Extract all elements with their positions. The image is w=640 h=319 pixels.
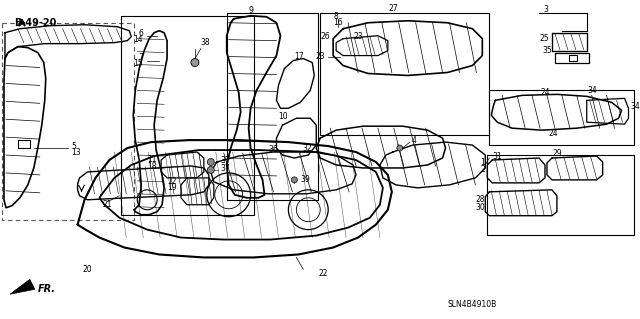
Text: 28: 28 <box>476 195 485 204</box>
Text: 10: 10 <box>278 112 288 121</box>
Circle shape <box>397 145 403 151</box>
Text: 5: 5 <box>72 142 76 151</box>
Text: 15: 15 <box>134 59 143 68</box>
Circle shape <box>191 59 199 67</box>
Circle shape <box>291 177 298 183</box>
Text: B-49-20: B-49-20 <box>14 18 56 28</box>
Text: 20: 20 <box>83 265 92 274</box>
Text: 18: 18 <box>148 162 157 171</box>
Text: 13: 13 <box>72 148 81 157</box>
Text: 38: 38 <box>201 38 211 47</box>
Text: FR.: FR. <box>38 284 56 294</box>
Text: 22: 22 <box>318 269 328 278</box>
Circle shape <box>207 167 214 174</box>
Text: 27: 27 <box>388 4 397 13</box>
Text: 23: 23 <box>353 32 363 41</box>
Text: 25: 25 <box>540 34 549 43</box>
Text: 30: 30 <box>476 203 485 212</box>
Text: 24: 24 <box>548 129 557 137</box>
Text: 26: 26 <box>321 32 330 41</box>
Text: 29: 29 <box>552 149 562 158</box>
Text: 31: 31 <box>492 152 502 160</box>
Text: 1: 1 <box>481 159 485 167</box>
Text: 32: 32 <box>303 144 312 152</box>
Polygon shape <box>10 279 35 294</box>
Text: 19: 19 <box>168 183 177 192</box>
Text: 34: 34 <box>588 86 598 95</box>
Text: 16: 16 <box>333 18 343 27</box>
Text: 37: 37 <box>221 157 230 166</box>
Text: 7: 7 <box>138 53 143 62</box>
Text: 14: 14 <box>134 35 143 44</box>
Text: 34: 34 <box>630 102 640 111</box>
Text: SLN4B4910B: SLN4B4910B <box>447 300 497 309</box>
Text: 2: 2 <box>481 166 485 174</box>
Text: 6: 6 <box>138 29 143 38</box>
Text: 36: 36 <box>269 145 278 153</box>
Text: 8: 8 <box>333 12 338 21</box>
Circle shape <box>207 159 214 166</box>
Text: 11: 11 <box>148 155 157 165</box>
Text: 24: 24 <box>540 88 550 97</box>
Text: 17: 17 <box>294 52 304 61</box>
Text: 12: 12 <box>168 177 177 186</box>
Text: 3: 3 <box>543 5 548 14</box>
Text: 9: 9 <box>248 6 253 15</box>
Text: 35: 35 <box>542 46 552 55</box>
Text: 4: 4 <box>412 136 417 145</box>
Text: 37: 37 <box>221 165 230 174</box>
Text: 23: 23 <box>316 52 325 61</box>
Bar <box>569 55 577 61</box>
Text: 39: 39 <box>300 175 310 184</box>
Text: 21: 21 <box>102 200 112 209</box>
